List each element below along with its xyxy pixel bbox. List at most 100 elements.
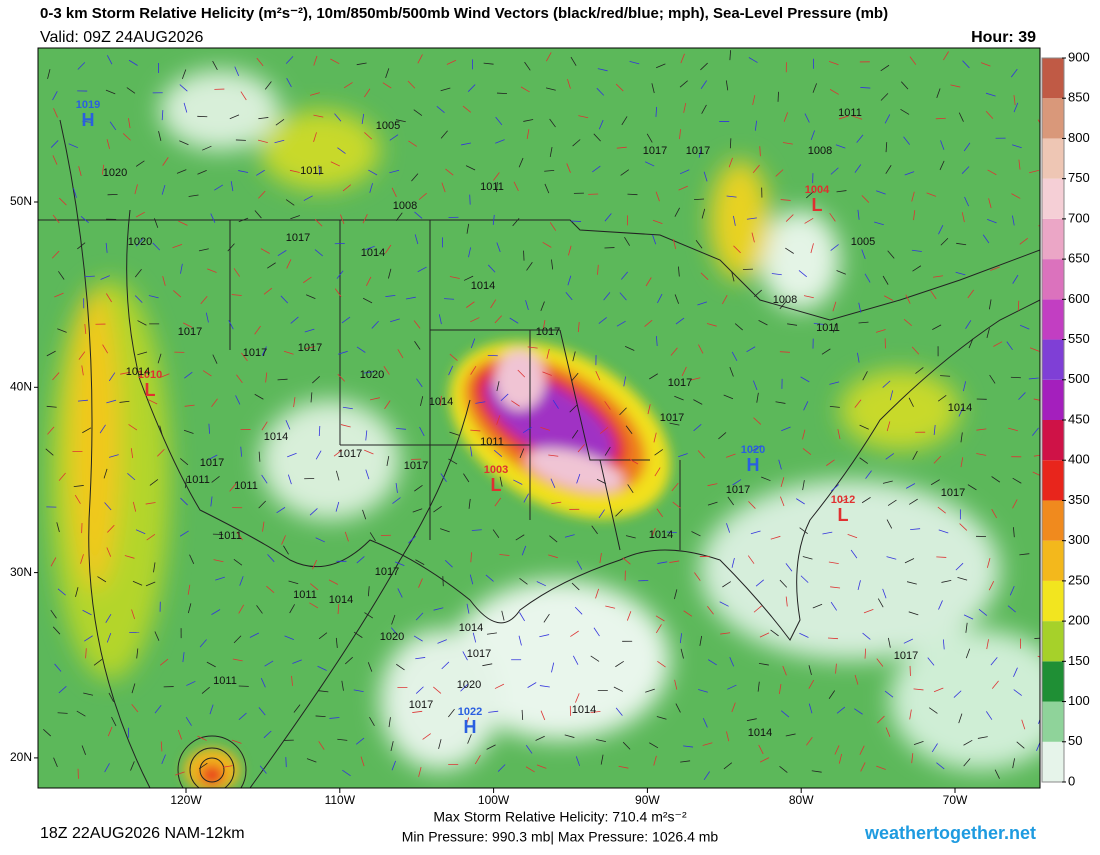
wind-barb [730, 138, 731, 148]
isobar-label: 1020 [128, 236, 152, 248]
wind-barb [627, 194, 637, 195]
site-credit: weathertogether.net [864, 823, 1036, 843]
max-helicity: Max Storm Relative Helicity: 710.4 m²s⁻² [433, 809, 687, 825]
isobar-label: 1020 [360, 369, 384, 381]
longitude-label: 100W [478, 793, 510, 807]
isobar-label: 1017 [467, 648, 491, 660]
isobar-label: 1008 [808, 145, 832, 157]
isobar-label: 1011 [480, 436, 504, 448]
isobar-label: 1014 [361, 247, 385, 259]
isobar-label: 1014 [948, 402, 972, 414]
wind-barb [497, 93, 507, 94]
wind-barb [936, 118, 946, 119]
colorbar-label: 150 [1068, 653, 1090, 668]
isobar-label: 1017 [298, 342, 322, 354]
colorbar-label: 700 [1068, 210, 1090, 225]
colorbar-band [1042, 380, 1064, 420]
model-run: 18Z 22AUG2026 NAM-12km [40, 825, 245, 842]
isobar-label: 1017 [200, 457, 224, 469]
wind-barb [638, 580, 648, 581]
colorbar-band [1042, 742, 1064, 782]
pressure-center-symbol: L [491, 475, 502, 495]
pressure-center-symbol: L [838, 505, 849, 525]
colorbar-label: 200 [1068, 613, 1090, 628]
isobar-label: 1014 [572, 704, 596, 716]
isobar-label: 1017 [643, 145, 667, 157]
colorbar-band [1042, 259, 1064, 299]
colorbar-label: 750 [1068, 170, 1090, 185]
isobar-label: 1017 [409, 699, 433, 711]
colorbar-label: 350 [1068, 492, 1090, 507]
longitude-label: 70W [943, 793, 968, 807]
isobar-label: 1005 [851, 236, 875, 248]
isobar-label: 1014 [459, 622, 483, 634]
colorbar-label: 850 [1068, 90, 1090, 105]
isobar-label: 1017 [941, 487, 965, 499]
forecast-hour: Hour: 39 [971, 29, 1036, 46]
colorbar-label: 50 [1068, 733, 1082, 748]
isobar-label: 1017 [536, 326, 560, 338]
colorbar-label: 550 [1068, 331, 1090, 346]
colorbar-label: 500 [1068, 371, 1090, 386]
colorbar-label: 0 [1068, 773, 1075, 788]
colorbar-band [1042, 299, 1064, 339]
colorbar: 0501001502002503003504004505005506006507… [1042, 49, 1090, 788]
isobar-label: 1014 [748, 727, 772, 739]
isobar-label: 1011 [218, 530, 242, 542]
latitude-label: 50N [10, 194, 32, 208]
isobar-label: 1017 [243, 347, 267, 359]
isobar-label: 1014 [329, 594, 353, 606]
latitude-label: 40N [10, 379, 32, 393]
pressure-center-symbol: H [464, 717, 477, 737]
colorbar-band [1042, 500, 1064, 540]
valid-time: Valid: 09Z 24AUG2026 [40, 29, 203, 46]
longitude-label: 120W [170, 793, 202, 807]
longitude-label: 110W [325, 793, 356, 807]
isobar-label: 1014 [126, 366, 150, 378]
colorbar-band [1042, 621, 1064, 661]
isobar-label: 1017 [686, 145, 710, 157]
pressure-center-symbol: H [82, 110, 95, 130]
isobar-label: 1017 [668, 377, 692, 389]
colorbar-band [1042, 179, 1064, 219]
isobar-label: 1011 [186, 474, 210, 486]
latitude-label: 30N [10, 565, 32, 579]
colorbar-band [1042, 340, 1064, 380]
colorbar-band [1042, 541, 1064, 581]
map-area [38, 48, 1070, 804]
colorbar-label: 450 [1068, 411, 1090, 426]
isobar-label: 1020 [457, 679, 481, 691]
isobar-label: 1014 [264, 431, 288, 443]
colorbar-band [1042, 138, 1064, 178]
isobar-label: 1008 [393, 200, 417, 212]
colorbar-band [1042, 661, 1064, 701]
isobar-label: 1017 [404, 460, 428, 472]
latitude-label: 20N [10, 750, 32, 764]
colorbar-label: 800 [1068, 130, 1090, 145]
colorbar-band [1042, 98, 1064, 138]
colorbar-band [1042, 702, 1064, 742]
isobar-label: 1020 [103, 167, 127, 179]
colorbar-band [1042, 420, 1064, 460]
isobar-label: 1005 [376, 120, 400, 132]
isobar-label: 1014 [649, 529, 673, 541]
isobar-label: 1017 [178, 326, 202, 338]
isobar-label: 1014 [429, 396, 453, 408]
isobar-label: 1017 [338, 448, 362, 460]
wind-barb [286, 757, 287, 767]
isobar-label: 1017 [660, 412, 684, 424]
pressure-center-symbol: L [812, 195, 823, 215]
colorbar-label: 600 [1068, 291, 1090, 306]
pressure-range: Min Pressure: 990.3 mb| Max Pressure: 10… [402, 829, 719, 845]
colorbar-label: 300 [1068, 532, 1090, 547]
colorbar-label: 100 [1068, 693, 1090, 708]
colorbar-band [1042, 219, 1064, 259]
isobar-label: 1017 [894, 650, 918, 662]
wind-barb [319, 426, 320, 436]
colorbar-label: 400 [1068, 452, 1090, 467]
isobar-label: 1017 [375, 566, 399, 578]
colorbar-band [1042, 460, 1064, 500]
longitude-label: 90W [635, 793, 660, 807]
map-title: 0-3 km Storm Relative Helicity (m²s⁻²), … [40, 5, 888, 22]
